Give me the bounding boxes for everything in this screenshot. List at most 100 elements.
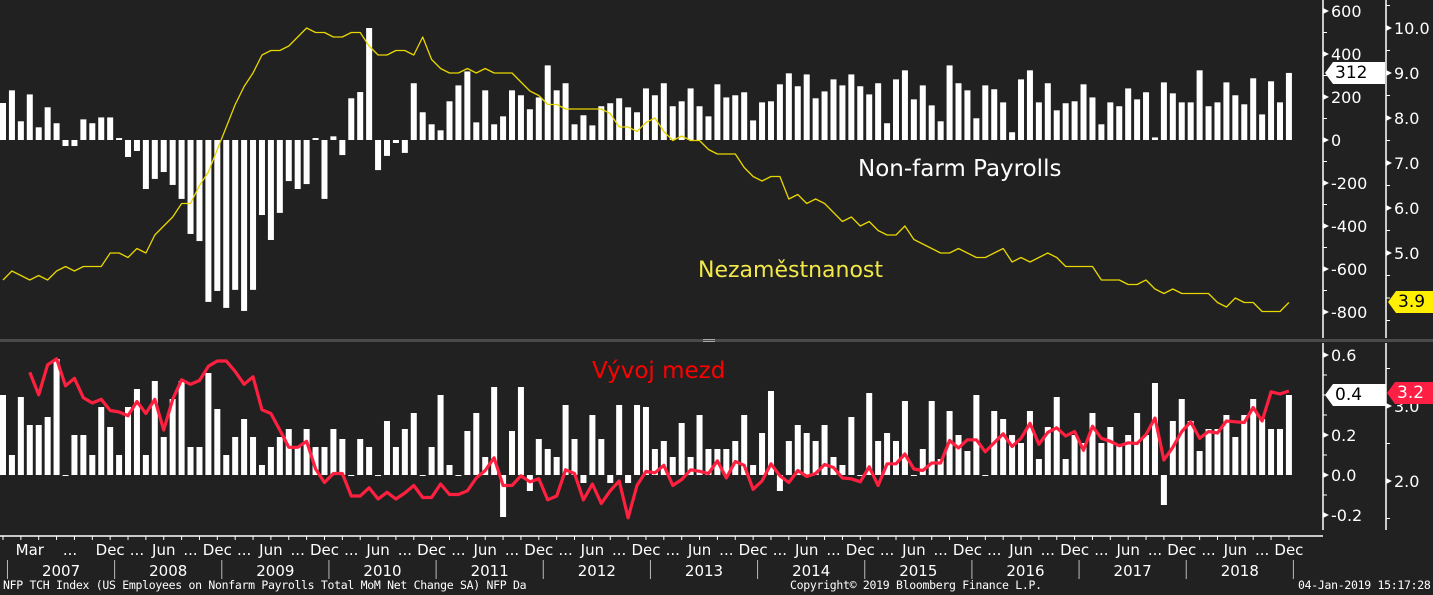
x-axis-ellipsis: ... [291,541,305,559]
wage-mom-bar [1259,419,1266,475]
wage-mom-bar [848,417,855,475]
x-axis-ellipsis: ... [451,541,465,559]
x-axis-month-label: Jun [580,541,604,559]
x-axis-month-label: Dec [1060,541,1089,559]
wage-mom-bar [616,405,623,475]
payrolls-bar [1259,114,1266,140]
payrolls-bar [589,125,596,140]
wage-mom-bar [17,397,24,475]
wage-mom-bar [473,413,480,475]
wage-mom-bar [634,405,641,475]
wage-mom-bar [348,475,355,476]
payrolls-bar [669,106,676,140]
wage-mom-bar [133,389,140,475]
payrolls-bar [1018,79,1025,140]
wage-mom-bars [0,359,1292,517]
wage-mom-bar [928,401,935,475]
payrolls-bar [232,140,239,290]
wage-mom-bar [1143,435,1150,475]
x-axis-month-label: Dec [310,541,339,559]
wage-mom-axis-tick-label: 0.6 [1331,346,1356,365]
x-axis-month-label: Dec [631,541,660,559]
wage-mom-bar [767,391,774,475]
wage-mom-bar [1205,429,1212,475]
wage-mom-bar [687,457,694,475]
x-axis-ellipsis: ... [719,541,733,559]
payrolls-bar [267,140,274,240]
wage-mom-bar [1125,435,1132,475]
payrolls-bar [973,118,980,140]
wage-mom-bar [1187,421,1194,475]
wage-mom-bar [437,395,444,475]
wage-mom-bar [160,437,167,475]
payrolls-bar [1241,104,1248,140]
panel-resize-handle [703,339,715,340]
wage-mom-bar [294,447,301,475]
payrolls-bar [937,121,944,140]
x-axis-month-label: Jun [901,541,925,559]
wage-mom-bar [151,381,158,475]
wage-mom-bar [464,431,471,475]
wage-mom-bar [1062,459,1069,475]
payrolls-bar [241,140,248,311]
wage-mom-bar [723,449,730,475]
wage-mom-bar [875,441,882,475]
x-axis-month-label: Dec [953,541,982,559]
wage-mom-bar [1232,437,1239,475]
wage-mom-bar [821,425,828,475]
payrolls-bar [1160,82,1167,140]
payrolls-bar [562,83,569,140]
payrolls-bar [678,101,685,140]
payrolls-bar [803,74,810,140]
payrolls-bar [98,117,105,140]
x-axis-ellipsis: ... [666,541,680,559]
payrolls-bar [910,99,917,140]
x-axis-month-label: Jun [794,541,818,559]
unemployment-axis-tick-label: 10.0 [1394,19,1430,38]
payrolls-bar [125,140,132,157]
payrolls-axis-tick-label: 0 [1331,131,1341,150]
payrolls-axis-tick-label: -200 [1331,174,1367,193]
wage-mom-bar [1196,451,1203,475]
payrolls-bar [1169,93,1176,140]
payrolls-bar [901,70,908,140]
payrolls-bar [1151,137,1158,140]
unemployment-last-value-tag: 3.9 [1388,291,1433,313]
payrolls-bar [1285,72,1292,140]
wage-mom-bar [901,401,908,475]
payrolls-bar [464,71,471,140]
payrolls-bar [634,112,641,140]
wage-mom-bar [750,465,757,475]
payrolls-bar [660,83,667,140]
wage-mom-bar [383,421,390,475]
x-axis-month-label: Jun [365,541,389,559]
x-axis-ellipsis: ... [612,541,626,559]
wage-mom-bar [53,359,60,475]
wage-mom-bar [982,475,989,476]
payrolls-bar [214,140,221,291]
payrolls-bar [303,140,310,185]
wage-mom-bar [419,475,426,476]
wage-mom-bar [169,399,176,475]
x-axis-year-label: 2008 [149,562,187,580]
unemployment-axis-tick-label: 7.0 [1394,154,1419,173]
panel-divider [0,339,1433,342]
payrolls-bar [919,85,926,140]
payrolls-bar [71,140,78,147]
payrolls-bar [1000,102,1007,140]
payrolls-bar [1196,70,1203,140]
payrolls-bar [821,91,828,140]
wage-mom-bar [580,475,587,483]
x-axis-year-label: 2017 [1114,562,1152,580]
payrolls-bar [1134,99,1141,140]
unemployment-axis-tick-label: 9.0 [1394,64,1419,83]
wage-mom-bar [785,441,792,475]
payrolls-bar [732,95,739,140]
wage-mom-bar [598,439,605,475]
panel-resize-handle-line [703,341,715,342]
wage-mom-bar [1053,397,1060,475]
payrolls-bar [625,107,632,140]
x-axis-ellipsis: ... [1148,541,1162,559]
wage-mom-axis-tick-label: 0.0 [1331,466,1356,485]
